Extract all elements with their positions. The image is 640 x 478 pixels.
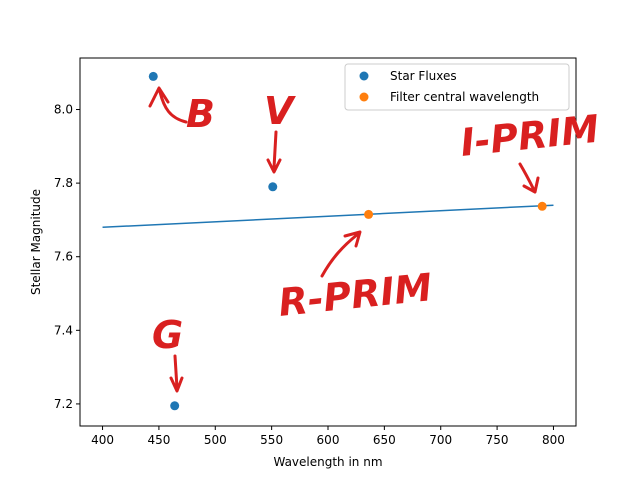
legend-label-filter-central: Filter central wavelength xyxy=(390,90,539,104)
plot-frame xyxy=(79,57,577,427)
annotation-g: G xyxy=(152,313,183,357)
annotation-r-prim: R-PRIM xyxy=(276,265,434,325)
x-tick-label: 600 xyxy=(317,433,340,447)
annotation-arrow-r xyxy=(320,230,362,278)
point-filter-central-wavelength xyxy=(537,201,547,211)
y-tick-label: 7.4 xyxy=(54,323,73,337)
annotation-arrow-g xyxy=(169,354,184,393)
legend-marker-filter-central xyxy=(359,92,369,102)
x-tick-label: 400 xyxy=(91,433,114,447)
x-tick-label: 700 xyxy=(429,433,452,447)
legend-marker-star-fluxes xyxy=(359,71,369,81)
x-tick-label: 750 xyxy=(486,433,509,447)
legend: Star Fluxes Filter central wavelength xyxy=(344,63,570,111)
x-tick-label: 800 xyxy=(542,433,565,447)
fit-line xyxy=(102,204,554,229)
legend-box xyxy=(344,63,570,111)
annotation-arrow-b xyxy=(148,86,188,124)
y-tick-label: 7.6 xyxy=(54,250,73,264)
y-axis-label: Stellar Magnitude xyxy=(29,189,43,295)
annotation-v: V xyxy=(264,89,296,133)
point-star-fluxes xyxy=(148,71,158,81)
point-filter-central-wavelength xyxy=(364,209,374,219)
y-tick-label: 7.2 xyxy=(54,397,73,411)
x-tick-label: 550 xyxy=(260,433,283,447)
annotation-i-prim: I-PRIM xyxy=(458,107,601,165)
y-tick-label: 8.0 xyxy=(54,103,73,117)
point-star-fluxes xyxy=(170,401,180,411)
handwritten-annotations: B V G R-PRIM I-PRIM xyxy=(148,86,601,393)
legend-label-star-fluxes: Star Fluxes xyxy=(390,69,457,83)
point-star-fluxes xyxy=(268,182,278,192)
annotation-arrow-v xyxy=(266,130,282,174)
x-tick-label: 650 xyxy=(373,433,396,447)
x-axis-label: Wavelength in nm xyxy=(273,455,382,469)
annotation-b: B xyxy=(186,92,215,136)
y-tick-label: 7.8 xyxy=(54,176,73,190)
annotation-arrow-i xyxy=(518,162,540,194)
x-tick-label: 450 xyxy=(147,433,170,447)
x-tick-label: 500 xyxy=(204,433,227,447)
